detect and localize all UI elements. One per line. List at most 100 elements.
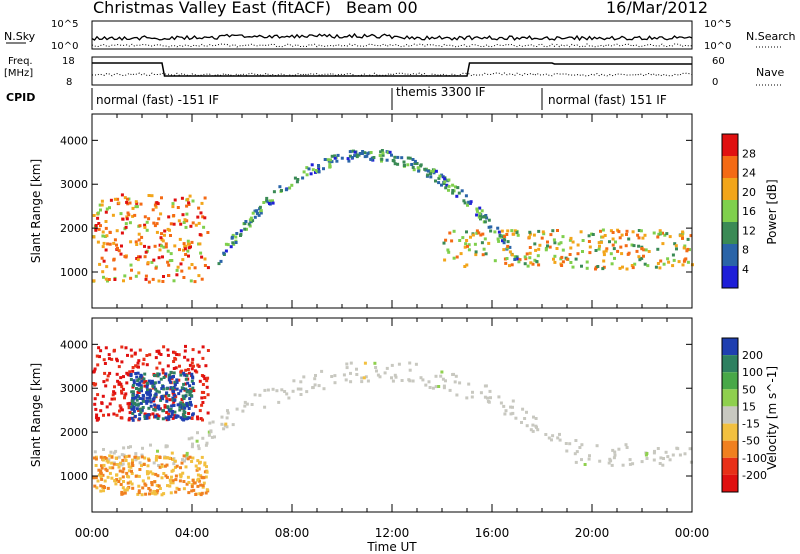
- heatmap-cell: [178, 248, 181, 252]
- heatmap-cell: [231, 233, 235, 237]
- heatmap-cell: [165, 411, 169, 414]
- heatmap-cell: [678, 453, 682, 457]
- heatmap-cell: [104, 467, 108, 471]
- velocity-ylabel: Slant Range [km]: [29, 363, 43, 467]
- heatmap-cell: [191, 221, 195, 225]
- heatmap-cell: [183, 411, 187, 414]
- freq-tick-top: 18: [62, 56, 75, 67]
- heatmap-cell: [190, 263, 194, 266]
- cpid-segment-3: normal (fast) 151 IF: [548, 93, 667, 107]
- heatmap-cell: [142, 463, 146, 466]
- heatmap-cell: [193, 369, 197, 373]
- heatmap-cell: [138, 461, 142, 465]
- heatmap-cell: [188, 384, 192, 388]
- heatmap-cell: [106, 242, 110, 246]
- heatmap-cell: [114, 449, 118, 453]
- heatmap-cell: [183, 415, 187, 419]
- heatmap-cell: [533, 242, 537, 246]
- heatmap-cell: [230, 235, 234, 239]
- heatmap-cell: [176, 403, 180, 407]
- heatmap-cell: [489, 229, 493, 233]
- heatmap-cell: [190, 445, 194, 449]
- heatmap-cell: [163, 229, 167, 233]
- heatmap-cell: [178, 364, 181, 368]
- heatmap-cell: [203, 264, 207, 267]
- heatmap-cell: [210, 435, 214, 439]
- heatmap-cell: [138, 417, 142, 421]
- heatmap-cell: [462, 199, 466, 203]
- heatmap-cell: [94, 455, 98, 459]
- heatmap-cell: [98, 262, 102, 266]
- heatmap-cell: [164, 242, 168, 246]
- heatmap-cell: [397, 362, 401, 366]
- heatmap-cell: [159, 353, 163, 356]
- freq-label-line2: [MHz]: [4, 68, 33, 79]
- heatmap-cell: [556, 229, 559, 232]
- heatmap-cell: [202, 481, 206, 485]
- heatmap-cell: [106, 475, 110, 479]
- heatmap-cell: [137, 377, 141, 381]
- heatmap-cell: [414, 362, 418, 366]
- heatmap-cell: [502, 241, 506, 245]
- heatmap-cell: [162, 345, 166, 349]
- heatmap-cell: [390, 363, 394, 367]
- heatmap-cell: [199, 493, 203, 497]
- heatmap-cell: [452, 256, 456, 260]
- heatmap-cell: [196, 478, 200, 482]
- heatmap-cell: [154, 387, 158, 391]
- heatmap-cell: [184, 377, 188, 381]
- heatmap-cell: [160, 464, 164, 468]
- heatmap-cell: [181, 258, 185, 262]
- heatmap-cell: [594, 267, 597, 271]
- heatmap-cell: [160, 493, 164, 497]
- heatmap-cell: [205, 379, 209, 383]
- heatmap-cell: [102, 448, 105, 451]
- heatmap-cell: [191, 375, 195, 379]
- heatmap-cell: [596, 265, 600, 268]
- heatmap-cell: [159, 377, 163, 381]
- heatmap-cell: [201, 484, 205, 488]
- heatmap-cell: [93, 484, 97, 488]
- heatmap-cell: [565, 257, 569, 261]
- heatmap-cell: [125, 471, 129, 475]
- heatmap-cell: [169, 234, 172, 237]
- heatmap-cell: [345, 362, 349, 366]
- heatmap-cell: [285, 392, 289, 396]
- heatmap-cell: [196, 363, 200, 367]
- heatmap-cell: [187, 203, 191, 206]
- heatmap-cell: [163, 233, 166, 237]
- heatmap-cell: [226, 411, 230, 415]
- heatmap-cell: [186, 242, 190, 246]
- heatmap-cell: [581, 239, 585, 242]
- heatmap-cell: [154, 356, 158, 360]
- heatmap-cell: [474, 250, 478, 254]
- heatmap-cell: [231, 423, 235, 427]
- colorbar-tick-label: 100: [742, 366, 763, 379]
- heatmap-cell: [311, 168, 315, 172]
- heatmap-cell: [581, 250, 584, 253]
- heatmap-cell: [454, 185, 457, 189]
- heatmap-cell: [635, 249, 639, 253]
- heatmap-cell: [537, 263, 541, 267]
- heatmap-cell: [588, 251, 592, 255]
- heatmap-cell: [158, 361, 162, 365]
- heatmap-cell: [185, 453, 189, 457]
- colorbar-segment: [722, 244, 738, 266]
- heatmap-cell: [558, 432, 561, 436]
- heatmap-cell: [555, 247, 559, 250]
- heatmap-cell: [174, 415, 178, 419]
- heatmap-cell: [479, 391, 483, 395]
- heatmap-cell: [234, 241, 238, 244]
- heatmap-cell: [96, 211, 100, 215]
- heatmap-cell: [93, 402, 97, 406]
- heatmap-cell: [183, 349, 187, 353]
- freq-tick-bottom: 8: [66, 77, 72, 88]
- velocity-x-ticks: [91, 318, 693, 512]
- heatmap-cell: [161, 409, 165, 413]
- heatmap-cell: [162, 387, 166, 391]
- heatmap-cell: [366, 152, 370, 156]
- heatmap-cell: [280, 388, 284, 392]
- heatmap-cell: [140, 493, 144, 497]
- heatmap-cell: [161, 280, 165, 283]
- heatmap-cell: [124, 222, 128, 226]
